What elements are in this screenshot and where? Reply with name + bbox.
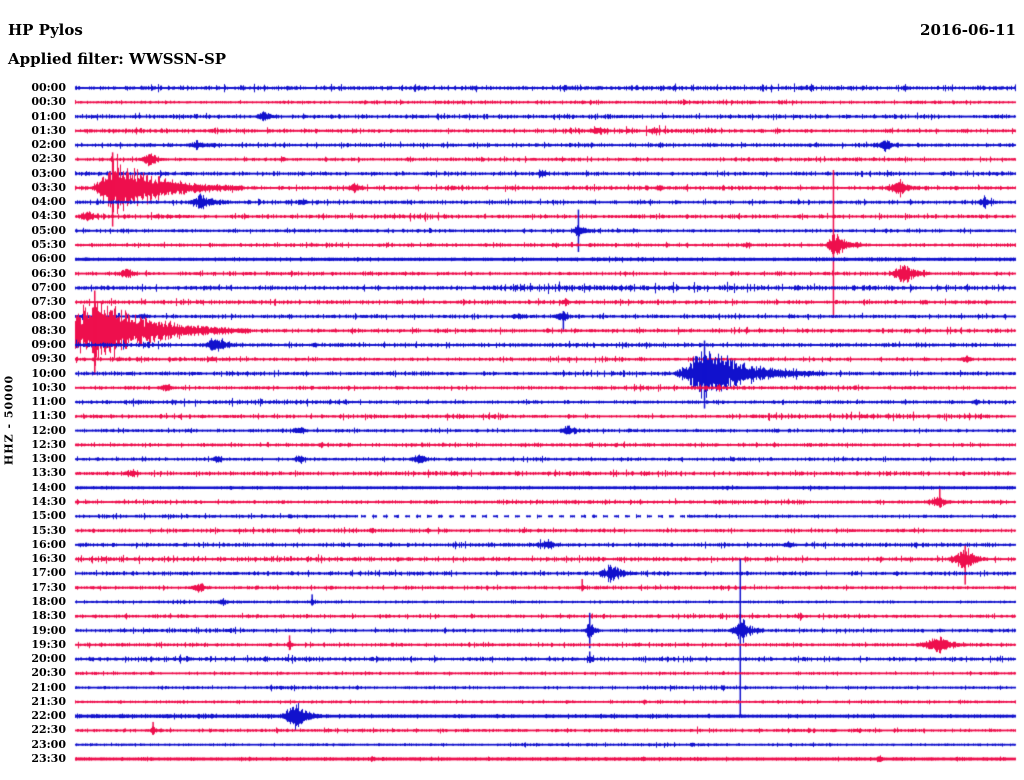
time-label-2000: 20:00 (31, 652, 66, 666)
time-label-1430: 14:30 (31, 495, 66, 509)
time-label-1800: 18:00 (31, 594, 66, 608)
time-label-1230: 12:30 (31, 437, 66, 451)
time-label-0130: 01:30 (31, 123, 66, 137)
time-label-0030: 00:30 (31, 95, 66, 109)
time-label-0500: 05:00 (31, 223, 66, 237)
time-label-1730: 17:30 (31, 580, 66, 594)
time-label-0930: 09:30 (31, 352, 66, 366)
time-label-1630: 16:30 (31, 552, 66, 566)
time-label-0900: 09:00 (31, 337, 66, 351)
time-label-2330: 23:30 (31, 752, 66, 765)
time-label-0100: 01:00 (31, 109, 66, 123)
time-label-0230: 02:30 (31, 152, 66, 166)
time-label-0630: 06:30 (31, 266, 66, 280)
time-label-0700: 07:00 (31, 280, 66, 294)
time-label-1600: 16:00 (31, 537, 66, 551)
time-label-1130: 11:30 (31, 409, 66, 423)
time-label-0430: 04:30 (31, 209, 66, 223)
time-label-1330: 13:30 (31, 466, 66, 480)
time-label-1930: 19:30 (31, 637, 66, 651)
time-label-1300: 13:00 (31, 452, 66, 466)
station-title: HP Pylos (8, 21, 83, 39)
time-label-1530: 15:30 (31, 523, 66, 537)
time-label-2130: 21:30 (31, 694, 66, 708)
time-label-0300: 03:00 (31, 166, 66, 180)
time-label-1400: 14:00 (31, 480, 66, 494)
time-label-2100: 21:00 (31, 680, 66, 694)
channel-scale-label: HHZ - 50000 (2, 374, 16, 466)
time-label-1030: 10:30 (31, 380, 66, 394)
time-label-0600: 06:00 (31, 252, 66, 266)
time-label-1830: 18:30 (31, 609, 66, 623)
filter-label: Applied filter: WWSSN-SP (8, 50, 227, 68)
time-label-1500: 15:00 (31, 509, 66, 523)
time-label-1200: 12:00 (31, 423, 66, 437)
time-label-1000: 10:00 (31, 366, 66, 380)
time-label-2230: 22:30 (31, 723, 66, 737)
time-label-2300: 23:00 (31, 737, 66, 751)
time-label-1100: 11:00 (31, 395, 66, 409)
time-label-2030: 20:30 (31, 666, 66, 680)
time-label-0000: 00:00 (31, 81, 66, 94)
date-label: 2016-06-11 (920, 21, 1016, 39)
time-label-0400: 04:00 (31, 195, 66, 209)
time-label-0800: 08:00 (31, 309, 66, 323)
time-label-1700: 17:00 (31, 566, 66, 580)
time-label-0730: 07:30 (31, 295, 66, 309)
time-label-1900: 19:00 (31, 623, 66, 637)
time-label-0830: 08:30 (31, 323, 66, 337)
time-label-0530: 05:30 (31, 238, 66, 252)
time-label-0330: 03:30 (31, 180, 66, 194)
time-label-0200: 02:00 (31, 138, 66, 152)
time-label-2200: 22:00 (31, 709, 66, 723)
